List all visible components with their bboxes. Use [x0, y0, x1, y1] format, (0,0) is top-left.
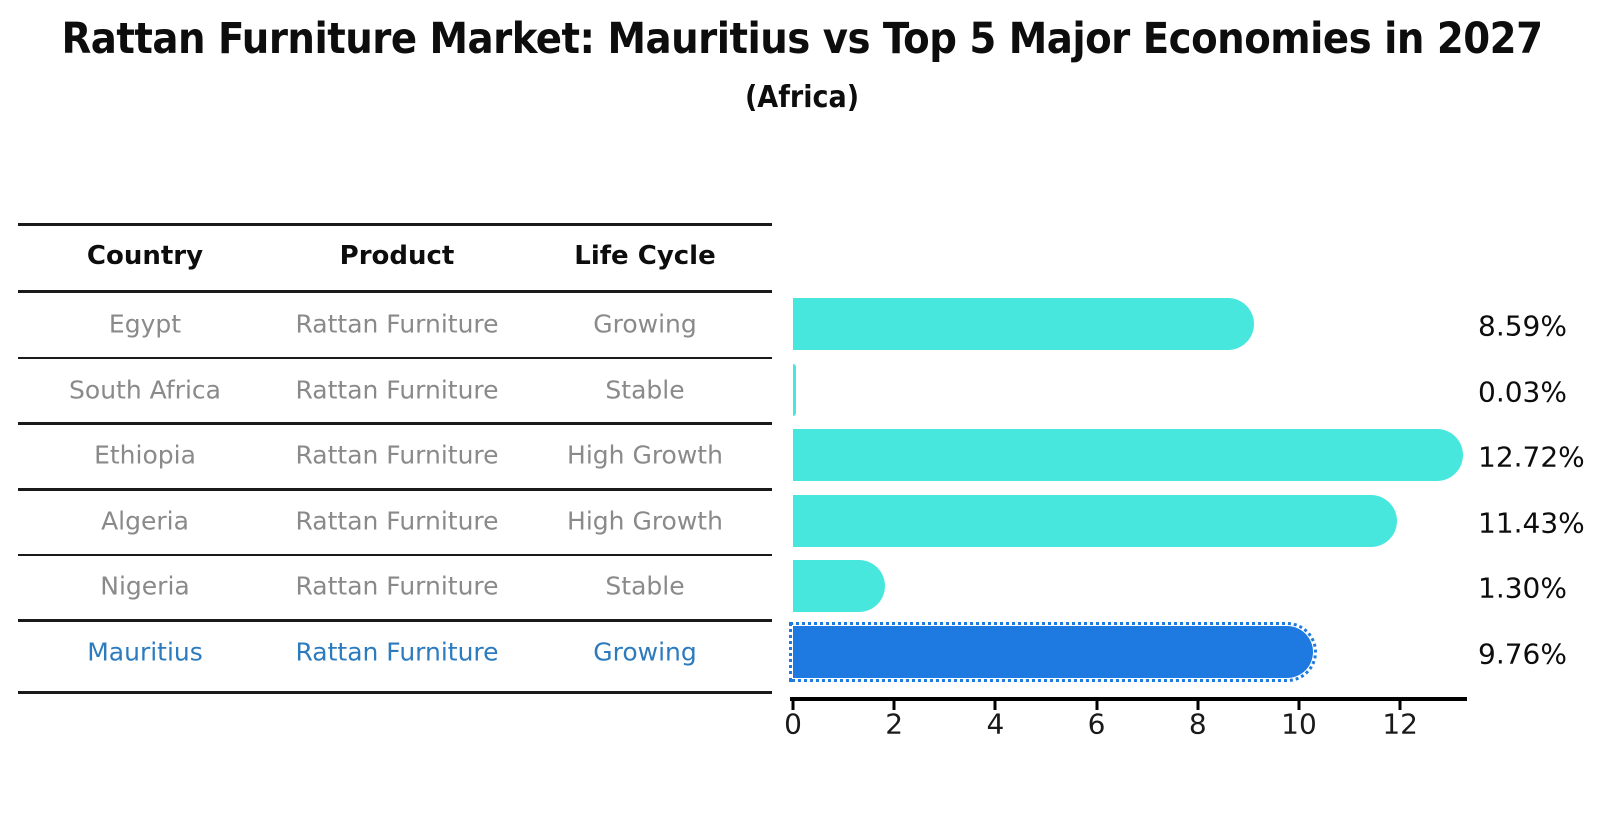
table-row-separator: [18, 356, 772, 360]
table-cell-country-mauritius: Mauritius: [87, 637, 203, 667]
bar-nigeria: [793, 560, 885, 613]
x-axis-tick-label: 2: [885, 707, 904, 741]
x-axis-tick: [1095, 700, 1099, 710]
table-cell-life-cycle-south-africa: Stable: [605, 375, 685, 405]
bar-ethiopia: [793, 429, 1463, 482]
table-cell-life-cycle-nigeria: Stable: [605, 571, 685, 601]
table-header-country: Country: [86, 241, 204, 271]
table-cell-product-mauritius: Rattan Furniture: [295, 637, 499, 667]
table-row-separator: [18, 619, 772, 622]
x-axis-tick-label: 4: [986, 707, 1005, 741]
table-cell-country-algeria: Algeria: [101, 506, 189, 536]
x-axis-tick: [791, 700, 795, 710]
x-axis-tick-label: 0: [784, 707, 802, 741]
bar-south-africa: [793, 363, 797, 416]
x-axis-tick-label: 6: [1087, 707, 1106, 741]
x-axis-tick: [1196, 700, 1200, 710]
table-cell-life-cycle-egypt: Growing: [593, 309, 697, 339]
x-axis-tick-label: 8: [1188, 707, 1207, 741]
value-label-nigeria: 1.30%: [1478, 571, 1567, 605]
table-cell-country-ethiopia: Ethiopia: [94, 440, 196, 470]
table-cell-country-egypt: Egypt: [108, 309, 182, 339]
table-cell-product-nigeria: Rattan Furniture: [295, 571, 499, 601]
table-top-border: [18, 223, 772, 226]
table-row-separator: [18, 691, 772, 694]
table-cell-country-nigeria: Nigeria: [100, 571, 190, 601]
value-label-algeria: 11.43%: [1478, 506, 1585, 540]
value-label-ethiopia: 12.72%: [1478, 440, 1585, 474]
table-cell-life-cycle-mauritius: Growing: [593, 637, 697, 667]
value-label-mauritius: 9.76%: [1478, 637, 1567, 671]
bar-mauritius: [788, 621, 1318, 683]
table-header-product: Product: [339, 241, 455, 271]
chart-subtitle: (Africa): [744, 80, 860, 115]
table-cell-life-cycle-ethiopia: High Growth: [567, 440, 723, 470]
table-cell-product-ethiopia: Rattan Furniture: [295, 440, 499, 470]
table-cell-product-algeria: Rattan Furniture: [295, 506, 499, 536]
table-cell-life-cycle-algeria: High Growth: [567, 506, 723, 536]
value-label-south-africa: 0.03%: [1478, 375, 1567, 409]
table-header-life-cycle: Life Cycle: [574, 241, 716, 271]
table-row-separator: [18, 488, 772, 491]
table-row-separator: [18, 553, 772, 557]
x-axis-tick: [892, 700, 896, 710]
bar-egypt: [793, 298, 1254, 350]
table-cell-product-south-africa: Rattan Furniture: [295, 375, 499, 405]
table-cell-product-egypt: Rattan Furniture: [295, 309, 499, 339]
x-axis-tick-label: 12: [1382, 707, 1419, 741]
table-header-underline: [18, 290, 772, 293]
chart-title: Rattan Furniture Market: Mauritius vs To…: [61, 14, 1543, 64]
x-axis-tick: [1297, 700, 1301, 710]
table-row-separator: [18, 422, 772, 425]
value-label-egypt: 8.59%: [1478, 309, 1567, 343]
x-axis-tick: [1398, 700, 1402, 710]
x-axis-tick-label: 10: [1281, 707, 1317, 741]
x-axis-line: [790, 697, 1467, 701]
x-axis-tick: [993, 700, 997, 710]
bar-algeria: [793, 494, 1398, 547]
table-cell-country-south-africa: South Africa: [69, 375, 221, 405]
